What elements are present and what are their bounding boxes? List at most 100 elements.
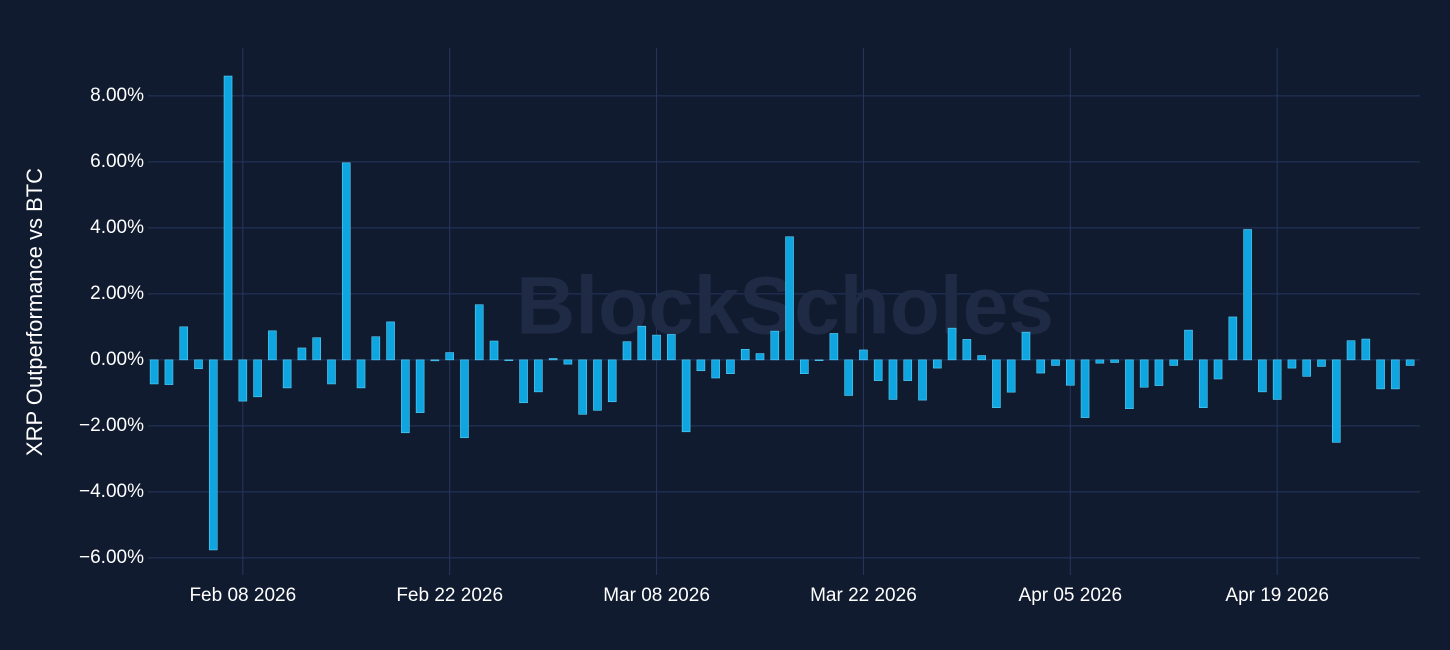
bar	[829, 333, 839, 361]
bar	[297, 347, 307, 361]
bar	[1376, 359, 1385, 390]
bar	[814, 359, 824, 361]
bar	[918, 359, 927, 401]
bar	[1302, 359, 1312, 377]
bar	[1228, 316, 1238, 361]
bar	[992, 359, 1001, 408]
bar	[770, 330, 780, 361]
y-tick-label: 6.00%	[90, 151, 144, 172]
bar	[740, 348, 750, 361]
bar	[873, 359, 883, 381]
bar	[726, 359, 735, 375]
bar	[711, 359, 720, 379]
bar	[401, 359, 410, 434]
bar	[1317, 359, 1326, 367]
bar	[593, 359, 602, 411]
bar	[253, 359, 262, 398]
bar	[1021, 331, 1031, 361]
bar	[1198, 359, 1208, 408]
bar	[164, 359, 174, 385]
bar	[386, 321, 395, 361]
bar	[1154, 359, 1164, 386]
bar	[312, 337, 321, 361]
bar	[800, 359, 809, 375]
bar	[1051, 359, 1060, 366]
bar	[179, 326, 189, 361]
x-tick-label: Mar 22 2026	[810, 585, 917, 606]
bar	[977, 355, 986, 361]
bar	[785, 236, 794, 361]
bar	[327, 359, 336, 385]
bar	[460, 359, 469, 439]
bar	[903, 359, 913, 381]
bar	[1169, 359, 1179, 366]
bar	[1243, 229, 1252, 361]
bar	[652, 334, 661, 361]
bar	[1184, 329, 1193, 361]
bar	[607, 359, 617, 403]
bar	[622, 341, 632, 361]
bar	[755, 353, 765, 361]
bar	[1006, 359, 1016, 393]
bar	[430, 359, 440, 362]
bar	[962, 339, 972, 361]
bar	[667, 334, 676, 361]
bar	[1258, 359, 1267, 393]
bar	[268, 330, 277, 361]
bar	[681, 359, 691, 433]
watermark: BlockScholes	[516, 261, 1054, 352]
bar	[1139, 359, 1149, 388]
bar	[445, 352, 454, 361]
bar	[1213, 359, 1223, 380]
bar	[371, 336, 381, 361]
bar	[696, 359, 706, 372]
bar	[1331, 359, 1341, 443]
x-tick-label: Apr 05 2026	[1019, 585, 1123, 606]
bar	[149, 359, 159, 385]
y-tick-label: −4.00%	[79, 481, 144, 502]
bar	[519, 359, 528, 404]
bar	[1065, 359, 1075, 386]
bar	[1405, 359, 1415, 366]
bar	[844, 359, 853, 396]
bar	[504, 359, 514, 361]
y-tick-label: 2.00%	[90, 283, 144, 304]
bar	[534, 359, 543, 393]
bar	[888, 359, 898, 400]
bar	[1110, 359, 1119, 363]
bar	[223, 75, 233, 361]
bar	[548, 358, 558, 361]
y-tick-label: −6.00%	[79, 547, 144, 568]
bar	[1036, 359, 1046, 374]
bar	[1125, 359, 1134, 409]
bar	[859, 349, 868, 361]
bar	[194, 359, 203, 370]
bar	[474, 304, 484, 361]
bar	[933, 359, 942, 369]
bar	[341, 162, 351, 361]
bar	[947, 327, 957, 361]
x-tick-label: Feb 08 2026	[189, 585, 296, 606]
y-tick-label: 0.00%	[90, 349, 144, 370]
bar	[637, 325, 647, 361]
bar	[578, 359, 587, 415]
bar	[208, 359, 218, 551]
bar	[238, 359, 248, 402]
bar	[1346, 340, 1356, 361]
y-tick-label: 8.00%	[90, 85, 144, 106]
x-tick-label: Mar 08 2026	[603, 585, 710, 606]
y-axis-title: XRP Outperformance vs BTC	[22, 168, 47, 456]
bar	[489, 340, 499, 361]
y-tick-label: −2.00%	[79, 415, 144, 436]
x-tick-label: Feb 22 2026	[396, 585, 503, 606]
x-tick-label: Apr 19 2026	[1225, 585, 1329, 606]
bar	[282, 359, 292, 389]
bar	[1287, 359, 1297, 369]
bar	[1095, 359, 1105, 364]
bar	[1391, 359, 1400, 390]
bar	[1272, 359, 1282, 400]
y-tick-label: 4.00%	[90, 217, 144, 238]
bar	[1080, 359, 1090, 418]
